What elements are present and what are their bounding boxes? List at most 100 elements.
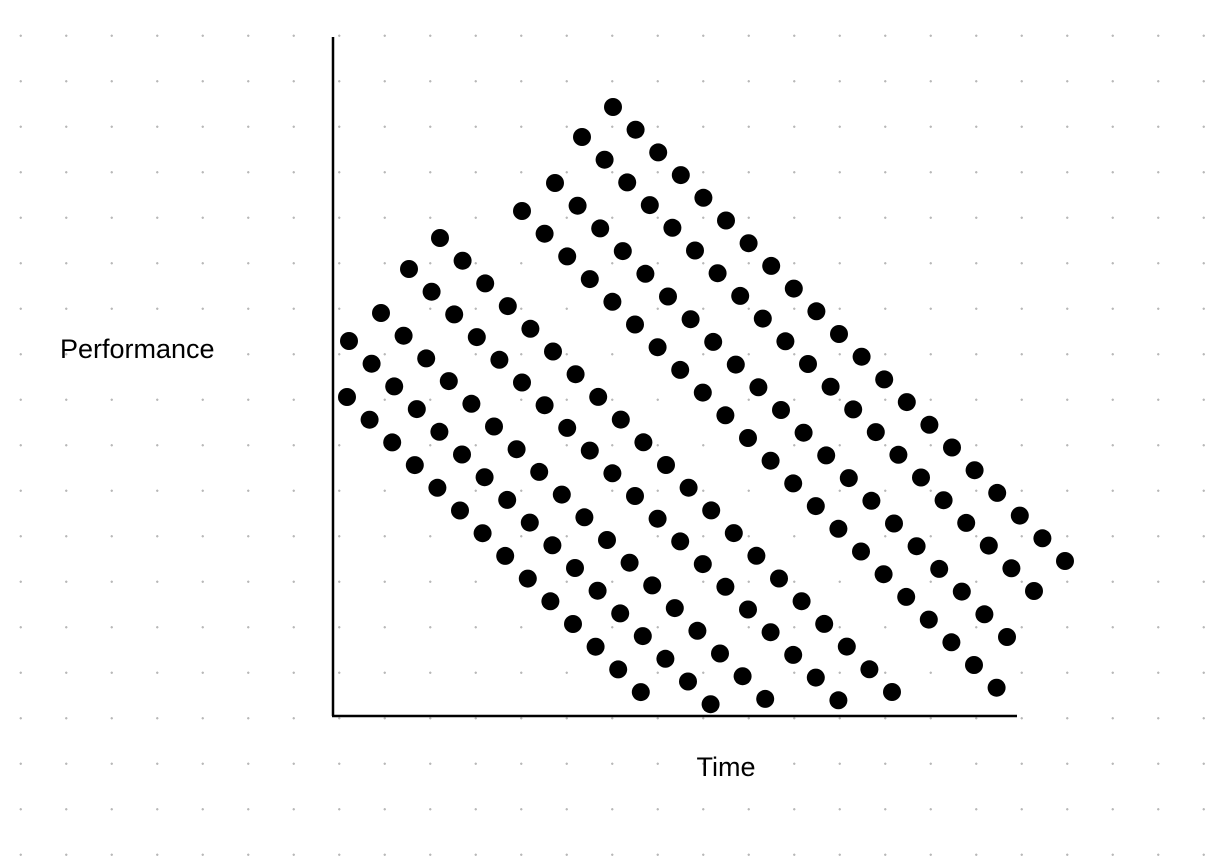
dot bbox=[998, 628, 1016, 646]
dot bbox=[679, 672, 697, 691]
dot bbox=[799, 355, 817, 373]
dot bbox=[942, 633, 961, 652]
dot bbox=[496, 546, 515, 565]
dot bbox=[726, 355, 745, 374]
dot bbox=[541, 592, 560, 611]
dot bbox=[979, 536, 998, 555]
dot bbox=[794, 423, 813, 442]
dot bbox=[589, 387, 608, 406]
dot bbox=[566, 365, 585, 384]
dot bbox=[665, 599, 684, 618]
dot bbox=[739, 600, 757, 619]
dot bbox=[564, 615, 582, 633]
dot bbox=[462, 394, 481, 413]
dot bbox=[919, 610, 938, 629]
dot bbox=[417, 349, 436, 368]
dot bbox=[806, 497, 825, 516]
dot bbox=[1033, 529, 1052, 548]
dot bbox=[476, 274, 495, 293]
dot bbox=[490, 350, 509, 369]
dot bbox=[965, 656, 983, 674]
dot bbox=[866, 423, 885, 442]
dot bbox=[897, 587, 916, 606]
dot bbox=[566, 559, 584, 577]
dot bbox=[467, 328, 486, 347]
dot bbox=[394, 326, 413, 345]
dot bbox=[693, 383, 712, 402]
dot bbox=[756, 689, 775, 708]
dot bbox=[453, 251, 472, 270]
dot bbox=[920, 415, 939, 434]
dot bbox=[657, 456, 675, 474]
dot bbox=[340, 332, 358, 350]
dot bbox=[934, 491, 953, 510]
dot bbox=[422, 282, 441, 301]
dot bbox=[817, 446, 836, 465]
dot bbox=[407, 400, 426, 419]
dot bbox=[844, 400, 863, 419]
dot bbox=[1025, 582, 1043, 600]
dot bbox=[618, 173, 637, 192]
dot bbox=[626, 120, 645, 139]
dot bbox=[711, 644, 729, 663]
dot bbox=[643, 576, 662, 595]
dot bbox=[498, 297, 517, 316]
dot bbox=[633, 627, 652, 646]
dot bbox=[544, 342, 562, 361]
dot bbox=[513, 373, 531, 392]
dot bbox=[445, 305, 464, 324]
dot bbox=[631, 683, 650, 702]
dot bbox=[792, 592, 811, 611]
dot bbox=[874, 565, 893, 584]
dot bbox=[717, 211, 735, 230]
dot bbox=[761, 451, 780, 470]
dot bbox=[943, 438, 961, 457]
dot bbox=[475, 468, 494, 487]
dot bbox=[1010, 506, 1029, 525]
dot bbox=[575, 508, 594, 527]
dot bbox=[731, 286, 750, 305]
dot bbox=[383, 433, 402, 452]
dot bbox=[626, 315, 644, 334]
dot bbox=[400, 260, 418, 278]
dot bbox=[543, 536, 562, 555]
dot bbox=[784, 279, 803, 298]
dot bbox=[679, 478, 698, 497]
dot bbox=[987, 678, 1006, 697]
dot bbox=[591, 219, 610, 238]
dot bbox=[784, 474, 803, 493]
dot bbox=[821, 377, 840, 396]
dot bbox=[704, 332, 723, 351]
dot bbox=[611, 604, 630, 623]
dot bbox=[595, 150, 614, 169]
dot bbox=[829, 519, 848, 538]
dot bbox=[830, 325, 848, 343]
dot bbox=[930, 559, 949, 578]
dot bbox=[739, 234, 758, 253]
dot bbox=[681, 310, 700, 329]
dot bbox=[897, 393, 916, 412]
dot bbox=[770, 569, 788, 588]
dot bbox=[988, 483, 1007, 502]
dot bbox=[603, 292, 622, 311]
dot bbox=[552, 485, 571, 504]
dot bbox=[568, 196, 587, 215]
dot bbox=[338, 388, 356, 406]
dot bbox=[875, 370, 894, 389]
dot bbox=[688, 621, 707, 640]
dot bbox=[912, 468, 930, 487]
dot bbox=[702, 501, 721, 520]
dot bbox=[385, 377, 404, 396]
dot-pattern bbox=[338, 98, 1074, 714]
dot bbox=[535, 224, 554, 243]
dot bbox=[883, 683, 901, 701]
dot bbox=[885, 514, 903, 533]
dot bbox=[952, 582, 971, 601]
dot bbox=[546, 174, 564, 192]
dot bbox=[603, 464, 622, 483]
dot bbox=[671, 532, 690, 551]
dot bbox=[837, 637, 856, 656]
dot bbox=[451, 501, 469, 520]
dot bbox=[1002, 559, 1021, 578]
